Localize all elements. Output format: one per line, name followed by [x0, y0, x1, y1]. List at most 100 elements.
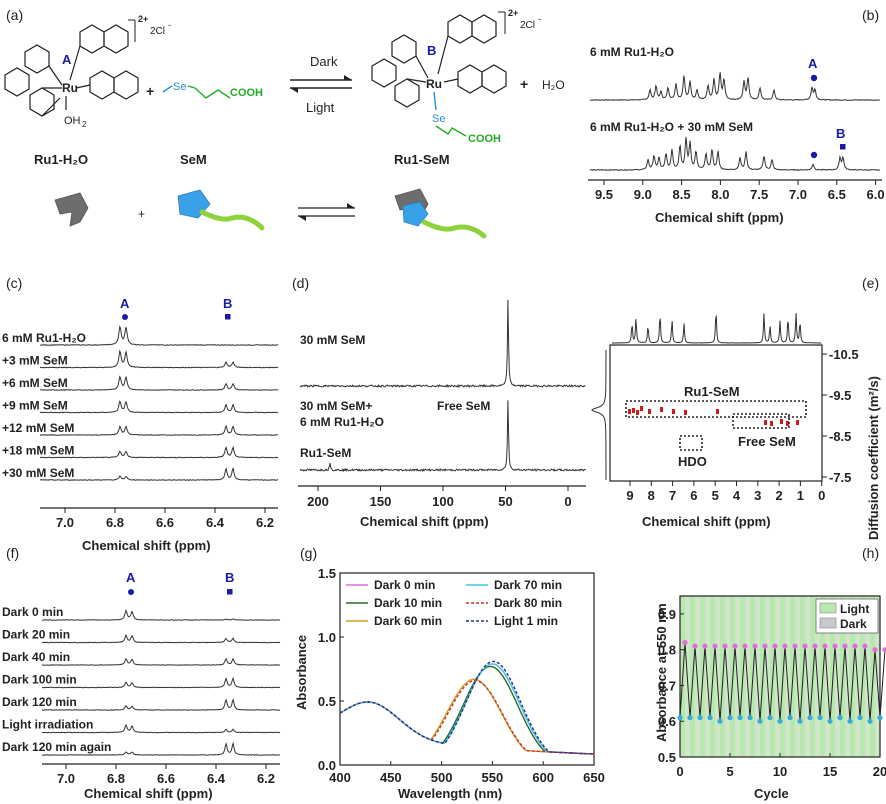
panel-h-low-point [857, 715, 863, 721]
panel-h-legend-label: Light [840, 602, 869, 616]
panel-g-legend-label: Dark 80 min [494, 596, 562, 610]
panel-h-low-point [827, 718, 833, 724]
counterion-1-sup: - [168, 20, 171, 30]
cartoon-row: + [54, 188, 487, 239]
panel-f-ticks: 7.0 6.8 6.6 6.4 6.2 [57, 764, 275, 786]
panel-h-xtick: 15 [823, 764, 837, 779]
panel-f-trace [41, 741, 280, 756]
panel-g-ytick: 0.0 [318, 758, 336, 773]
panel-f-trace [41, 698, 281, 711]
panel-f-marker-b-square [227, 589, 233, 595]
panel-b-trace1 [589, 72, 881, 101]
panel-e-yticks: -10.5 -9.5 -8.5 -7.5 [822, 347, 859, 485]
panel-h-xlabel: Cycle [754, 786, 789, 801]
panel-h-stripe [870, 596, 875, 757]
panel-d: (d) 30 mM SeM 30 mM SeM+ 6 mM Ru1-H₂O Fr… [292, 275, 586, 529]
panel-g-legend-label: Dark 0 min [374, 578, 435, 592]
panel-f-label: (f) [6, 545, 19, 561]
panel-h-low-point [807, 715, 813, 721]
panel-e-ytick: -9.5 [829, 388, 851, 403]
panel-f-marker-a-dot [128, 589, 134, 595]
panel-h-high-point [692, 643, 698, 649]
panel-a-label: (a) [6, 7, 23, 23]
panel-g-frame [339, 572, 595, 766]
panel-b-tick: 6.5 [828, 187, 846, 202]
panel-h-ytick: 0.6 [658, 714, 676, 729]
panel-h-low-point [757, 718, 763, 724]
panel-e-spot [636, 410, 639, 415]
panel-h-legend-swatch [819, 617, 837, 629]
panel-a: (a) Ru A OH 2 2+ 2Cl - + [4, 7, 565, 239]
panel-g-series-line [339, 663, 595, 755]
panel-f-tick: 6.8 [107, 771, 125, 786]
panel-d-ticks: 200 150 100 50 0 [307, 486, 572, 509]
panel-h-ylabel: Absorbance at 550 nm [654, 603, 669, 742]
name-ru1-h2o: Ru1-H₂O [34, 152, 88, 167]
panel-h-high-point [722, 643, 728, 649]
panel-e-xtick: 5 [712, 488, 719, 503]
panel-h-high-point [702, 643, 708, 649]
arrow-top-label: Dark [310, 54, 338, 69]
panel-e-spot [628, 409, 631, 414]
panel-e-xtick: 7 [669, 488, 676, 503]
panel-d-free-sem-label: Free SeM [437, 399, 490, 413]
panel-f-trace-label: Dark 100 min [2, 673, 77, 687]
panel-d-trace1-label: 30 mM SeM [300, 333, 365, 347]
panel-e-spot [716, 409, 719, 414]
ru1-h2o-structure [4, 24, 139, 117]
panel-g-legend: Dark 0 min Dark 10 min Dark 60 min Dark 70 … [346, 578, 562, 628]
panel-h-xtick: 0 [676, 764, 683, 779]
panel-e-ytick: -8.5 [829, 429, 851, 444]
charge-1: 2+ [138, 14, 148, 24]
panel-h-high-point [872, 647, 878, 653]
panel-h-low-point [817, 715, 823, 721]
panel-e-spot [764, 420, 767, 425]
panel-d-trace1 [299, 299, 586, 388]
panel-c-trace [40, 375, 279, 391]
panel-g-curves [339, 660, 595, 755]
panel-e-spot [660, 407, 663, 412]
panel-h-low-point [717, 718, 723, 724]
panel-h-low-point [837, 715, 843, 721]
panel-c-tick: 6.8 [106, 515, 124, 530]
panel-h-high-point [732, 643, 738, 649]
panel-c-label: (c) [6, 275, 22, 291]
panel-f-trace [41, 657, 280, 666]
counterion-1: 2Cl [150, 26, 165, 37]
panel-f-trace-label: Light irradiation [2, 718, 93, 732]
panel-h-low-point [737, 715, 743, 721]
panel-h-xtick: 20 [873, 764, 886, 779]
panel-f-trace [42, 608, 281, 621]
panel-d-trace2 [299, 400, 586, 473]
panel-h-ytick: 0.8 [658, 643, 676, 658]
panel-b-trace1-label: 6 mM Ru1-H₂O [590, 45, 674, 59]
panel-c-trace [39, 424, 279, 436]
panel-f-trace-label: Dark 0 min [2, 605, 63, 619]
panel-c-trace-label: +6 mM SeM [2, 376, 68, 390]
panel-e-xtick: 8 [648, 488, 655, 503]
panel-c-xlabel: Chemical shift (ppm) [82, 538, 211, 553]
panel-g-ytick: 1.5 [318, 566, 336, 581]
panel-f-trace [42, 723, 281, 734]
name-sem: SeM [180, 152, 207, 167]
panel-b-tick: 7.0 [789, 187, 807, 202]
panel-g-xtick: 650 [583, 770, 605, 785]
panel-c-ticks: 7.0 6.8 6.6 6.4 6.2 [56, 508, 274, 530]
selenium-atom: Se [173, 81, 186, 93]
panel-e-label: (e) [862, 275, 879, 291]
panel-h-high-point [762, 643, 768, 649]
panel-h-xtick: 10 [773, 764, 787, 779]
panel-h-low-point [877, 715, 883, 721]
panel-b-ticks: 9.5 9.0 8.5 8.0 7.5 7.0 6.5 6.0 [595, 180, 885, 202]
panel-c-tick: 6.2 [256, 515, 274, 530]
panel-h-ytick: 0.5 [658, 750, 676, 765]
panel-f-marker-a: A [126, 570, 136, 585]
panel-f-marker-b: B [225, 570, 234, 585]
panel-e-xlabel: Chemical shift (ppm) [642, 514, 771, 529]
panel-e-free-sem-label: Free SeM [738, 434, 796, 449]
panel-g-series-line [339, 665, 595, 755]
panel-h-series [677, 639, 886, 724]
panel-c-trace-label: +9 mM SeM [2, 399, 68, 413]
plus-3: + [138, 207, 145, 221]
